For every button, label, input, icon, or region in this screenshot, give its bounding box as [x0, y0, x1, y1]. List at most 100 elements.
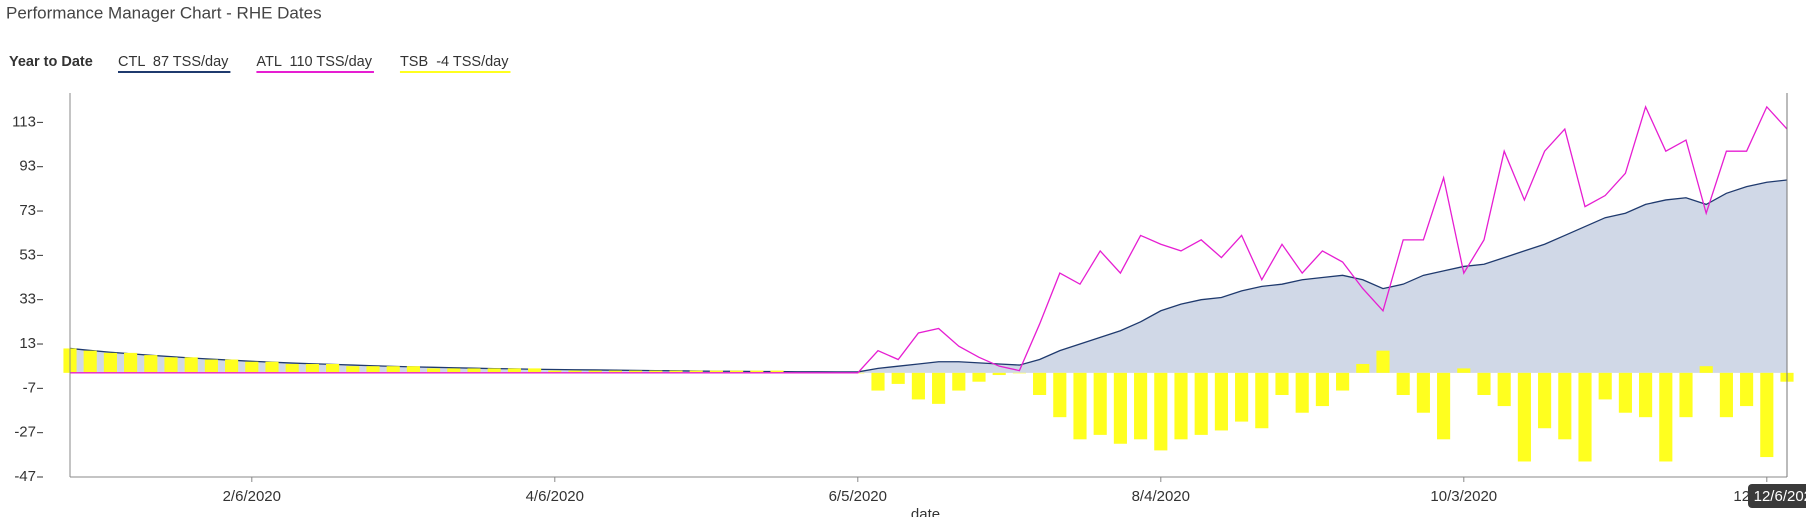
y-tick-label: 33: [19, 291, 36, 308]
tsb-bar: [346, 366, 360, 373]
tsb-bar: [1477, 372, 1491, 395]
tsb-bar: [1376, 350, 1390, 373]
tsb-bar: [1275, 372, 1289, 395]
tsb-bar: [1073, 372, 1087, 440]
tooltip-text: 12/6/2020: [1754, 488, 1806, 505]
y-tick-label: -7: [23, 379, 36, 396]
tsb-bar: [750, 370, 764, 373]
tsb-bar: [1558, 372, 1572, 440]
y-tick-label: 13: [19, 335, 36, 352]
tsb-bar: [709, 370, 723, 373]
tsb-bar: [629, 370, 643, 373]
tsb-bar: [1012, 372, 1026, 374]
tsb-bar: [911, 372, 925, 400]
tsb-bar: [1760, 372, 1774, 458]
tsb-bar: [305, 363, 319, 373]
tsb-bar: [447, 368, 461, 373]
tsb-bar: [1295, 372, 1309, 413]
tooltip-box: [1748, 484, 1806, 508]
tsb-bar: [467, 368, 481, 373]
tsb-bar: [871, 372, 885, 391]
tsb-bar: [1356, 363, 1370, 373]
tsb-bar: [204, 359, 218, 373]
y-tick-label: 113: [12, 113, 36, 130]
tsb-bar: [669, 370, 683, 373]
tsb-bar: [528, 368, 542, 373]
tsb-bar: [1113, 372, 1127, 444]
legend-entry[interactable]: TSB -4 TSS/day: [400, 54, 509, 70]
legend-entry[interactable]: CTL 87 TSS/day: [118, 54, 229, 70]
tsb-bar: [730, 370, 744, 373]
y-tick-label: -27: [14, 424, 36, 441]
tsb-bar: [1214, 372, 1228, 431]
tsb-bar: [245, 361, 259, 373]
x-tick-label: 6/5/2020: [829, 488, 887, 505]
tsb-bar: [770, 370, 784, 373]
tsb-bar: [1416, 372, 1430, 413]
tsb-bar: [83, 350, 97, 373]
legend-entry[interactable]: ATL 110 TSS/day: [256, 54, 372, 70]
tsb-bar: [1719, 372, 1733, 418]
tsb-bar: [568, 370, 582, 373]
x-tick-label: 8/4/2020: [1132, 488, 1190, 505]
tsb-bar: [1315, 372, 1329, 407]
y-tick-label: 93: [19, 158, 36, 175]
tsb-bar: [184, 357, 198, 373]
tsb-bar: [952, 372, 966, 391]
tsb-bar: [1497, 372, 1511, 407]
x-axis-label: date: [911, 506, 940, 517]
tsb-bar: [689, 370, 703, 373]
tsb-bar: [406, 366, 420, 373]
x-tick-label: 10/3/2020: [1430, 488, 1497, 505]
tsb-bar: [265, 361, 279, 373]
tsb-bar: [386, 366, 400, 373]
ctl-area: [70, 180, 1787, 373]
tsb-bar: [1740, 372, 1754, 407]
tsb-bar: [1255, 372, 1269, 429]
tsb-bar: [487, 368, 501, 373]
tsb-bar: [1598, 372, 1612, 400]
tsb-bar: [932, 372, 946, 404]
tsb-bar: [1174, 372, 1188, 440]
tsb-bar: [1659, 372, 1673, 462]
ctl-line: [69, 179, 1788, 373]
tsb-bar: [608, 370, 622, 373]
x-tick-label: 2/6/2020: [223, 488, 281, 505]
tsb-bar: [1699, 366, 1713, 373]
chart-title: Performance Manager Chart - RHE Dates: [6, 3, 322, 22]
tsb-bar: [427, 368, 441, 373]
tsb-bar: [507, 368, 521, 373]
tsb-bar: [1517, 372, 1531, 462]
plot-area: [63, 105, 1794, 462]
tsb-bar: [285, 363, 299, 373]
tsb-bar: [1235, 372, 1249, 422]
tsb-bar: [124, 352, 138, 373]
tsb-bar: [144, 355, 158, 373]
tsb-bar: [103, 352, 117, 373]
legend-label: Year to Date: [9, 54, 93, 70]
tsb-bar: [1457, 368, 1471, 373]
tsb-bar: [366, 366, 380, 373]
tsb-bar: [1134, 372, 1148, 440]
tsb-bar: [1618, 372, 1632, 413]
tsb-bar: [326, 363, 340, 373]
tsb-bar: [1396, 372, 1410, 395]
tsb-bar: [1053, 372, 1067, 418]
tsb-bar: [225, 359, 239, 373]
y-tick-label: -47: [14, 468, 36, 485]
tsb-bar: [1093, 372, 1107, 435]
tsb-bar: [588, 370, 602, 373]
tsb-bar: [1154, 372, 1168, 451]
tsb-bar: [1336, 372, 1350, 391]
tsb-bar: [1538, 372, 1552, 429]
tsb-bar: [972, 372, 986, 382]
tsb-bar: [1194, 372, 1208, 435]
atl-line: [70, 105, 1788, 374]
tsb-bar: [1679, 372, 1693, 418]
tsb-bar: [1033, 372, 1047, 395]
y-tick-label: 53: [19, 246, 36, 263]
tsb-bar: [649, 370, 663, 373]
tsb-bar: [1639, 372, 1653, 418]
